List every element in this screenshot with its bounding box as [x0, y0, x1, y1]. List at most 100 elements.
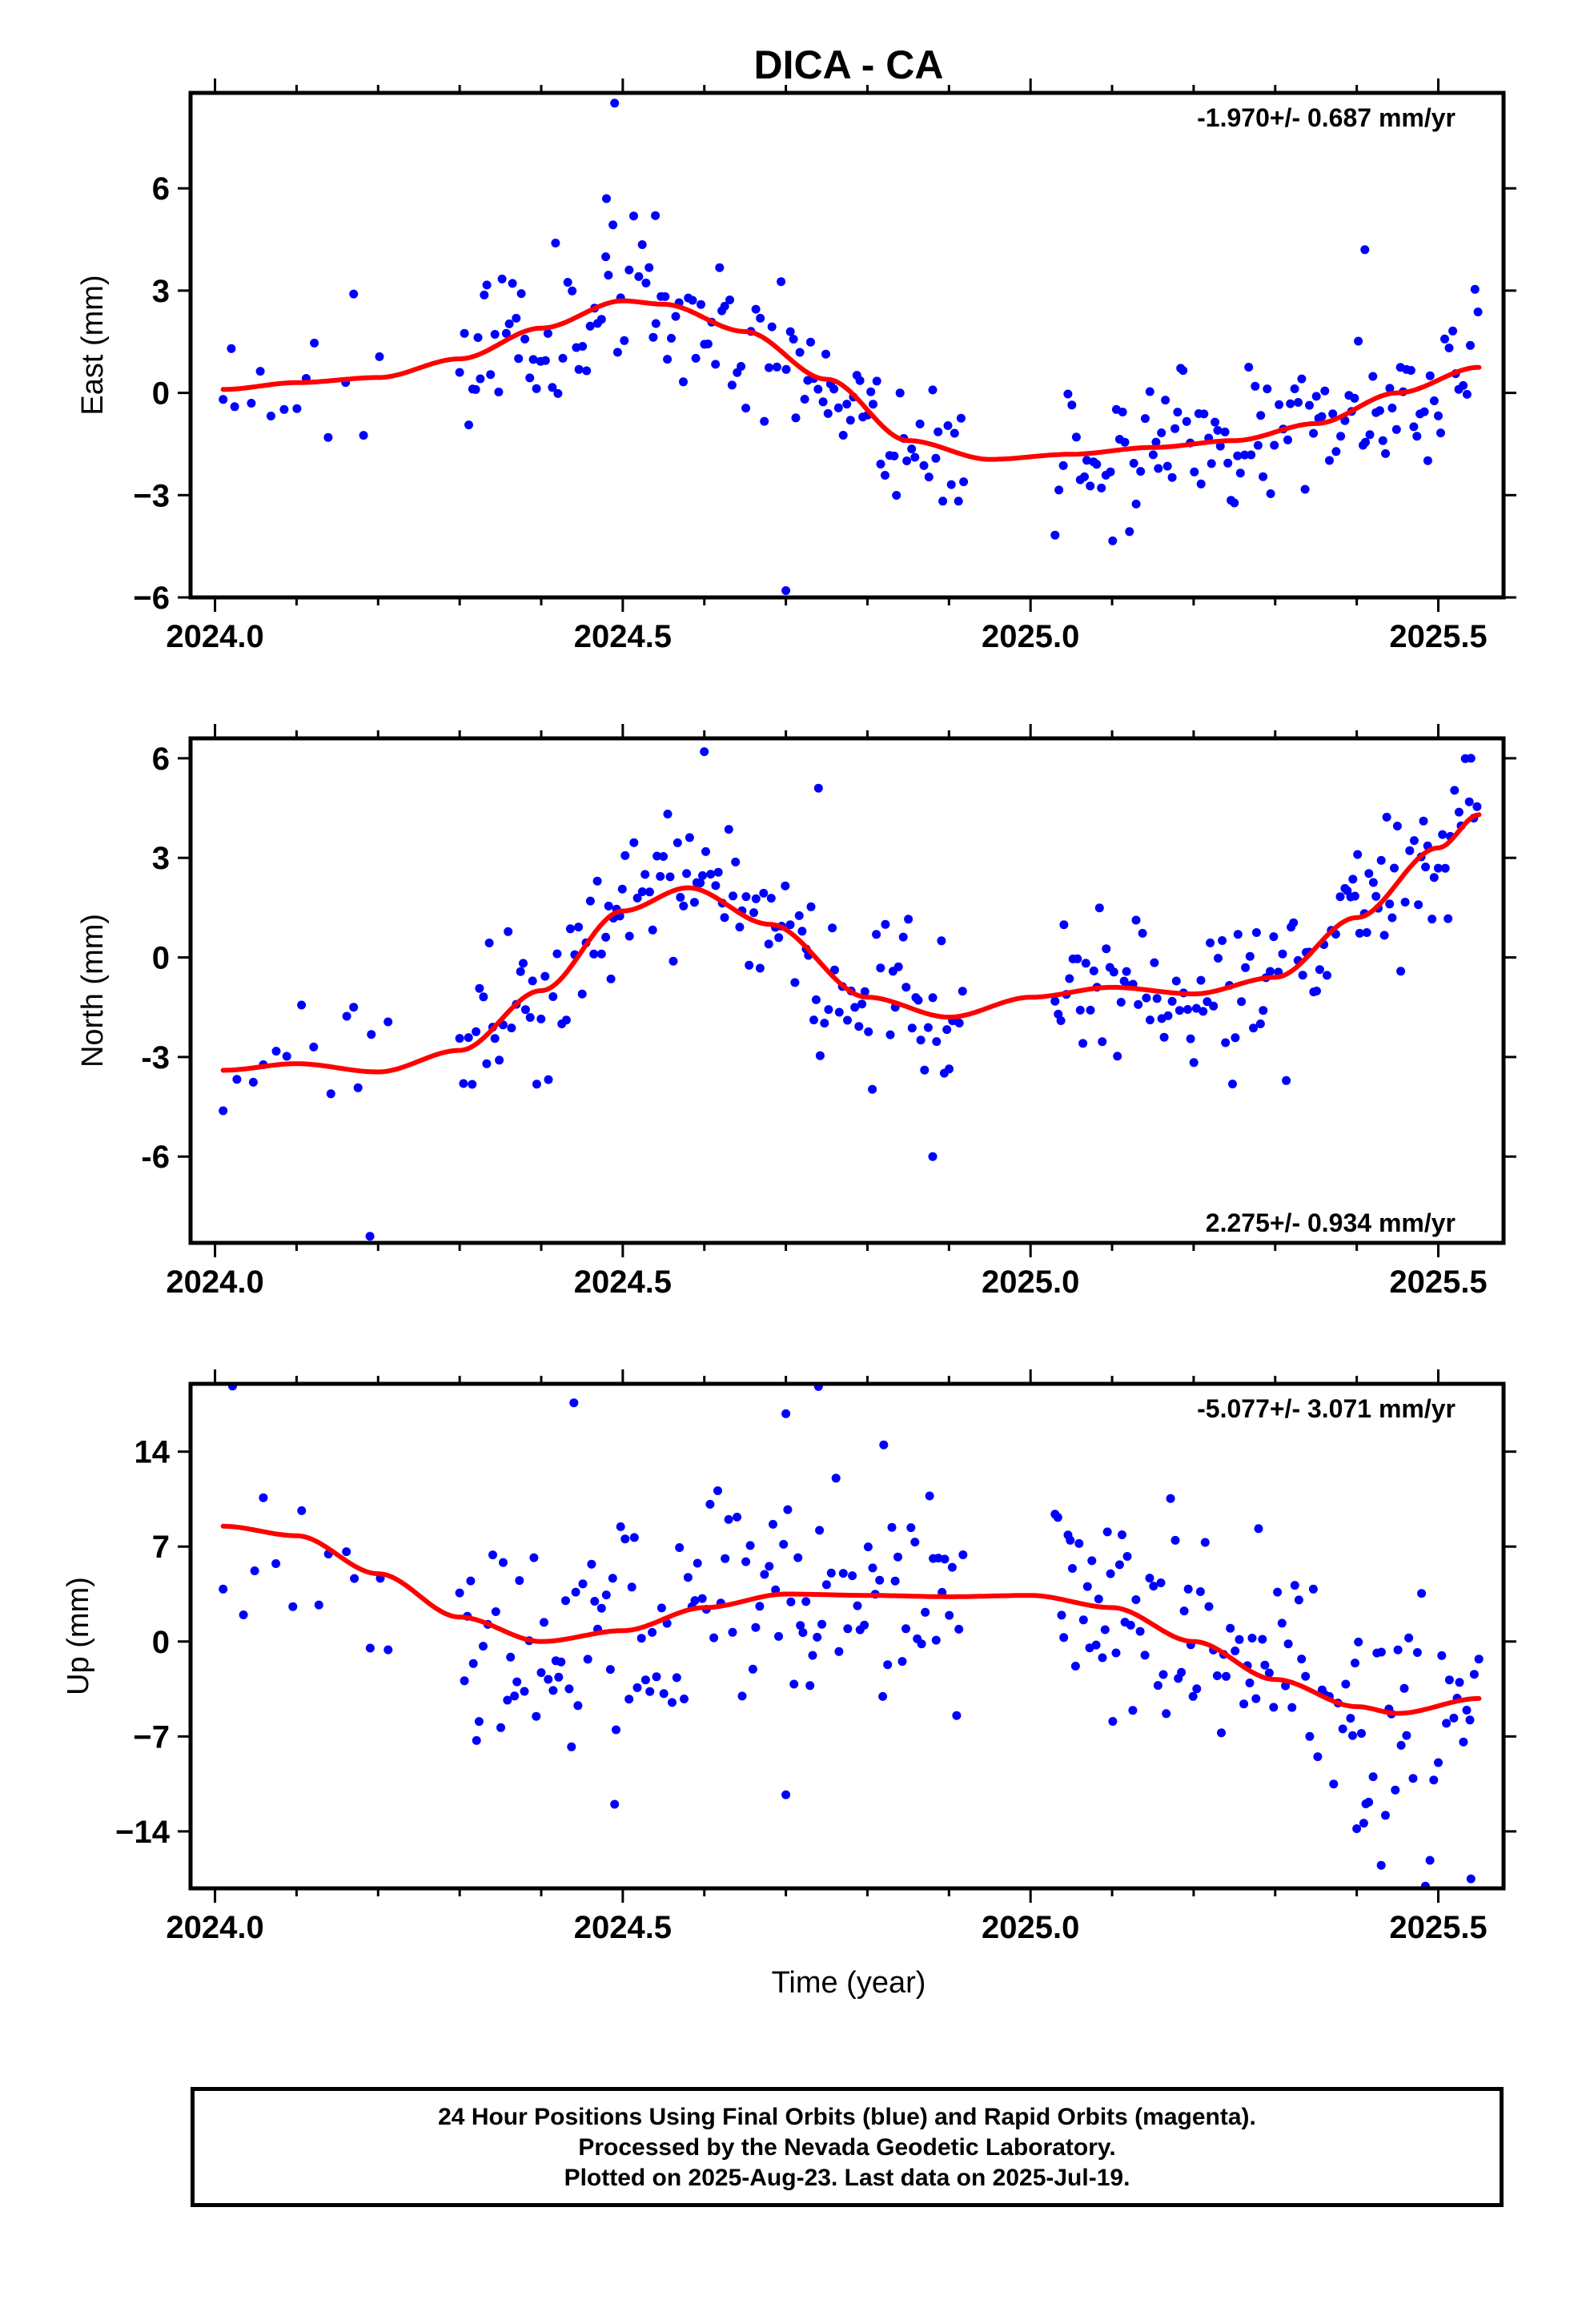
data-point — [1251, 928, 1261, 937]
data-point — [954, 1624, 964, 1634]
data-point — [931, 1635, 941, 1645]
data-point — [887, 1522, 897, 1532]
data-point — [729, 891, 737, 901]
data-point — [1094, 1594, 1103, 1604]
data-point — [866, 387, 876, 396]
data-point — [713, 1486, 722, 1495]
plot-frame — [188, 90, 1506, 600]
data-point — [834, 1647, 844, 1656]
data-point — [567, 1742, 576, 1751]
data-point — [1466, 754, 1476, 763]
data-point — [1050, 996, 1060, 1006]
data-point — [641, 278, 651, 287]
data-point — [793, 1553, 803, 1562]
fit-curve — [220, 298, 1482, 462]
data-point — [1183, 1584, 1193, 1594]
data-point — [473, 333, 483, 342]
data-point — [648, 1627, 657, 1637]
x-axis-label: Time (year) — [772, 1966, 926, 2000]
data-point — [698, 870, 707, 880]
data-point — [1338, 1724, 1347, 1734]
data-point — [1173, 408, 1182, 417]
data-point — [494, 388, 504, 396]
data-point — [624, 265, 634, 275]
data-point — [282, 1051, 291, 1061]
data-point — [925, 1491, 934, 1501]
data-point — [1256, 411, 1266, 420]
data-point — [1362, 928, 1371, 937]
data-point — [1245, 1679, 1255, 1687]
data-point — [1196, 479, 1206, 489]
data-point — [720, 913, 729, 923]
data-point — [1092, 460, 1102, 469]
data-point — [577, 989, 587, 999]
data-point — [1241, 963, 1251, 972]
data-point — [869, 400, 877, 409]
data-point — [383, 1645, 393, 1655]
data-point — [794, 911, 804, 920]
data-point — [219, 395, 228, 404]
data-point — [479, 1642, 488, 1651]
data-point — [1239, 1699, 1249, 1709]
data-point — [1354, 1637, 1363, 1647]
data-point — [1171, 976, 1181, 986]
data-point — [663, 355, 673, 364]
data-point — [697, 300, 705, 309]
data-point — [683, 1573, 693, 1582]
data-point — [1286, 399, 1295, 408]
data-point — [823, 408, 833, 418]
data-point — [809, 1015, 818, 1025]
data-point — [954, 1019, 964, 1027]
data-point — [937, 936, 946, 946]
data-point — [875, 1575, 885, 1585]
data-point — [1209, 1001, 1219, 1011]
data-point — [525, 1013, 535, 1022]
data-point — [1309, 428, 1319, 438]
data-point — [1188, 1691, 1198, 1701]
data-point — [1081, 959, 1090, 968]
data-point — [297, 1000, 307, 1010]
data-point — [824, 1005, 833, 1015]
data-point — [1174, 1006, 1184, 1015]
data-point — [737, 362, 746, 371]
data-point — [540, 356, 550, 365]
data-point — [501, 328, 511, 338]
data-point — [1129, 459, 1138, 468]
data-point — [772, 362, 781, 372]
x-tick-label: 2024.5 — [574, 619, 672, 654]
data-point — [872, 376, 881, 386]
data-point — [796, 1621, 805, 1630]
data-point — [536, 1014, 546, 1023]
data-point — [1126, 1620, 1135, 1630]
data-point — [1427, 915, 1437, 924]
data-point — [781, 1409, 791, 1418]
y-tick-label: −3 — [133, 478, 170, 513]
data-point — [815, 1526, 825, 1535]
data-point — [1249, 1023, 1259, 1033]
data-point — [554, 1672, 564, 1682]
data-point — [902, 456, 912, 465]
data-point — [1371, 891, 1381, 901]
x-tick-label: 2025.0 — [982, 619, 1079, 654]
data-point — [556, 1657, 566, 1667]
data-point — [608, 220, 618, 230]
data-point — [1381, 448, 1391, 458]
data-point — [1474, 1655, 1484, 1664]
data-point — [455, 368, 464, 377]
y-tick-label: 14 — [135, 1435, 171, 1470]
data-point — [893, 1552, 902, 1562]
data-point — [1429, 873, 1439, 883]
data-point — [459, 1079, 468, 1088]
data-point — [271, 1047, 281, 1056]
data-point — [1059, 920, 1069, 930]
data-point — [777, 277, 786, 287]
data-point — [932, 1037, 942, 1047]
data-point — [1091, 1640, 1101, 1650]
data-point — [596, 1603, 606, 1613]
data-point — [488, 1550, 497, 1560]
data-point — [1186, 1034, 1195, 1043]
data-point — [472, 1027, 481, 1036]
data-point — [1080, 472, 1089, 481]
data-point — [548, 992, 558, 1001]
data-point — [1355, 928, 1364, 938]
